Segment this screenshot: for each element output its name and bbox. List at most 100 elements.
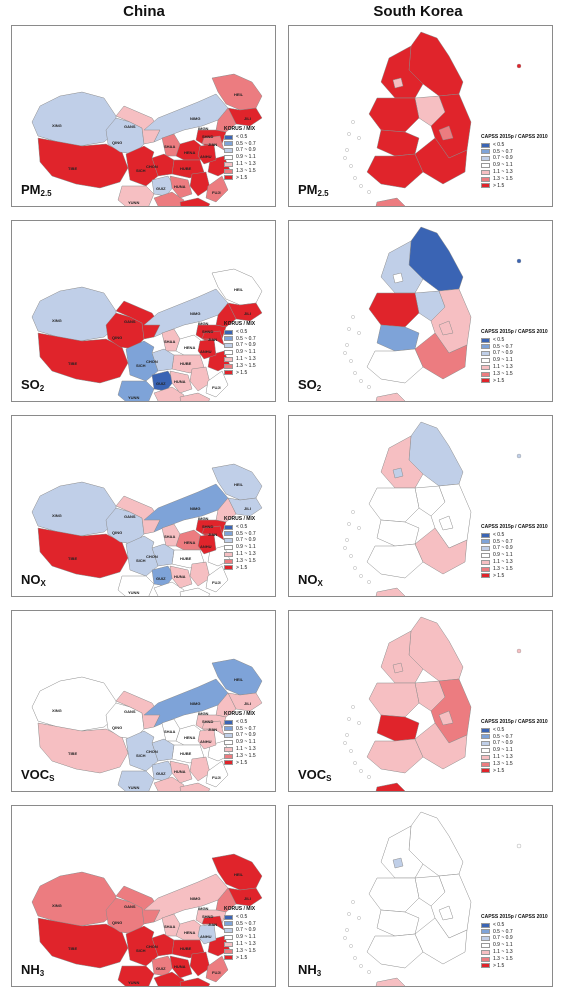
region-jn (366, 153, 424, 189)
legend-item: 0.7 ~ 0.9 (481, 350, 548, 357)
legend-item: 1.3 ~ 1.5 (481, 371, 548, 378)
province-label: SHND (202, 329, 214, 334)
korea-legend: CAPSS 2015p / CAPSS 2010 < 0.5 0.5 ~ 0.7 0.… (481, 329, 548, 384)
province-yunn (117, 965, 155, 986)
legend-label: 1.3 ~ 1.5 (493, 955, 513, 962)
legend-label: 1.3 ~ 1.5 (493, 370, 513, 377)
legend-item: 1.1 ~ 1.3 (224, 356, 256, 363)
province-guan (179, 782, 211, 791)
province-anhu (197, 533, 217, 555)
legend-label: 0.7 ~ 0.9 (493, 545, 513, 552)
china-legend: KORUS / MIX < 0.5 0.5 ~ 0.7 0.7 ~ 0.9 0.9 ~ … (224, 906, 256, 961)
province-label: HUNA (174, 379, 186, 384)
legend-item: 1.3 ~ 1.5 (224, 168, 256, 175)
pollutant-label: NH3 (298, 962, 321, 978)
pollutant-name: SO (298, 377, 317, 392)
china-column-title: China (123, 3, 165, 20)
legend-swatch (224, 935, 233, 941)
legend-item: 1.1 ~ 1.3 (224, 161, 256, 168)
region-jj (375, 392, 406, 401)
province-label: IMGN (198, 321, 209, 326)
legend-label: 1.1 ~ 1.3 (236, 940, 256, 947)
china-map-panel: XING QING GANS NIMG SHAA HENA SHND HUBE CHON SICH… (11, 25, 276, 207)
legend-label: 1.3 ~ 1.5 (236, 947, 256, 954)
islet (353, 956, 357, 960)
province-fuji (205, 175, 229, 203)
province-jiax (189, 756, 211, 782)
province-huna (169, 565, 193, 589)
legend-label: 0.5 ~ 0.7 (493, 148, 513, 155)
legend-swatch (224, 148, 233, 154)
province-label: TIBE (68, 166, 78, 171)
region-se (392, 857, 404, 869)
legend-item: 0.7 ~ 0.9 (224, 732, 256, 739)
legend-label: 1.1 ~ 1.3 (493, 558, 513, 565)
province-sich (125, 925, 159, 967)
province-label: NIMG (190, 116, 201, 121)
province-label: GANS (124, 514, 136, 519)
legend-item: 0.5 ~ 0.7 (224, 726, 256, 733)
legend-label: > 1.5 (236, 564, 248, 571)
legend-label: 0.7 ~ 0.9 (236, 342, 256, 349)
region-jb (376, 324, 420, 352)
legend-swatch (224, 551, 233, 557)
china-map-panel: XING QING GANS NIMG SHAA HENA SHND HUBE CHON SICH… (11, 220, 276, 402)
province-anhu (197, 338, 217, 360)
islet (343, 351, 347, 355)
region-se (392, 77, 404, 89)
legend-label: 0.7 ~ 0.9 (236, 537, 256, 544)
legend-swatch (224, 168, 233, 174)
province-jiax (189, 171, 211, 197)
province-guax (153, 191, 185, 206)
legend-swatch (481, 142, 490, 148)
legend-label: 1.3 ~ 1.5 (493, 175, 513, 182)
province-label: HEIL (234, 482, 244, 487)
legend-swatch (224, 746, 233, 752)
province-label: GUIZ (156, 771, 166, 776)
province-xing (31, 871, 117, 927)
legend-swatch (481, 566, 490, 572)
legend-label: 0.5 ~ 0.7 (493, 928, 513, 935)
legend-item: 0.9 ~ 1.1 (481, 747, 548, 754)
province-xing (31, 91, 117, 147)
province-label: HUNA (174, 184, 186, 189)
legend-label: 1.1 ~ 1.3 (493, 168, 513, 175)
province-sich (125, 730, 159, 772)
legend-item: 0.7 ~ 0.9 (481, 155, 548, 162)
legend-label: 0.9 ~ 1.1 (493, 162, 513, 169)
legend-item: 0.5 ~ 0.7 (224, 531, 256, 538)
legend-swatch (481, 337, 490, 343)
region-ulleung (516, 453, 522, 459)
province-label: ANHU (200, 934, 212, 939)
province-xing (31, 481, 117, 537)
province-xing (31, 676, 117, 732)
province-label: HENA (184, 735, 196, 740)
legend-label: 0.9 ~ 1.1 (236, 739, 256, 746)
province-label: ANHU (200, 739, 212, 744)
province-label: JIAN (208, 532, 218, 537)
china-map (31, 268, 263, 401)
province-yunn (117, 575, 155, 596)
province-label: HENA (184, 150, 196, 155)
legend-label: > 1.5 (236, 759, 248, 766)
province-label: YUNN (128, 980, 140, 985)
legend-label: 1.3 ~ 1.5 (236, 557, 256, 564)
province-label: XING (52, 513, 62, 518)
legend-swatch (224, 545, 233, 551)
korea-map (343, 31, 522, 206)
islet (343, 936, 347, 940)
legend-swatch (481, 768, 490, 774)
province-label: GANS (124, 319, 136, 324)
province-label: XING (52, 708, 62, 713)
islet (345, 928, 349, 932)
china-map (31, 658, 263, 791)
legend-item: 0.9 ~ 1.1 (224, 154, 256, 161)
region-dg (438, 515, 454, 531)
province-liao (215, 497, 237, 523)
islet (343, 546, 347, 550)
province-liao (215, 887, 237, 913)
legend-swatch (224, 329, 233, 335)
korea-map-panel: CAPSS 2015p / CAPSS 2010 < 0.5 0.5 ~ 0.7 0.… (288, 805, 553, 987)
legend-title: CAPSS 2015p / CAPSS 2010 (481, 524, 548, 530)
legend-label: > 1.5 (493, 767, 505, 774)
